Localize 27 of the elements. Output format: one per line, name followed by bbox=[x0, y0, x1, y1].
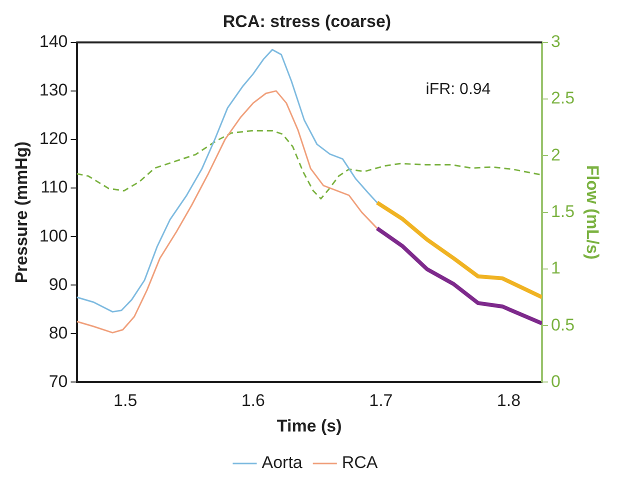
annotation: iFR: 0.94 bbox=[426, 80, 491, 98]
y2-tick-label: 2.5 bbox=[550, 88, 575, 108]
y2-axis-title: Flow (mL/s) bbox=[583, 165, 602, 260]
y-tick-label: 90 bbox=[48, 274, 68, 294]
y-tick-label: 80 bbox=[48, 323, 68, 342]
y2-tick-label: 1.5 bbox=[550, 202, 575, 221]
y-tick-label: 130 bbox=[39, 80, 68, 100]
chart-title: RCA: stress (coarse) bbox=[222, 12, 392, 31]
y2-tick-label: 2 bbox=[550, 145, 560, 164]
x-tick-label: 1.7 bbox=[369, 391, 393, 410]
y-tick-label: 140 bbox=[39, 32, 68, 52]
y-tick-label: 70 bbox=[48, 372, 68, 391]
y2-tick-label: 1 bbox=[550, 258, 560, 278]
line-series bbox=[76, 130, 542, 200]
legend-label: Aorta bbox=[262, 453, 303, 472]
y-tick-label: 120 bbox=[39, 129, 68, 148]
y2-tick-label: 0 bbox=[550, 372, 560, 391]
x-tick-label: 1.5 bbox=[114, 391, 138, 410]
x-axis-title: Time (s) bbox=[276, 416, 342, 436]
x-tick-label: 1.8 bbox=[496, 391, 521, 410]
y-tick-label: 110 bbox=[40, 178, 68, 197]
y2-tick-label: 3 bbox=[550, 32, 560, 52]
x-tick-label: 1.6 bbox=[241, 391, 265, 410]
y-axis-title: Pressure (mmHg) bbox=[12, 141, 31, 284]
y2-tick-label: 0.5 bbox=[550, 315, 575, 334]
legend-label: RCA bbox=[342, 453, 378, 472]
y-tick-label: 100 bbox=[39, 226, 68, 246]
